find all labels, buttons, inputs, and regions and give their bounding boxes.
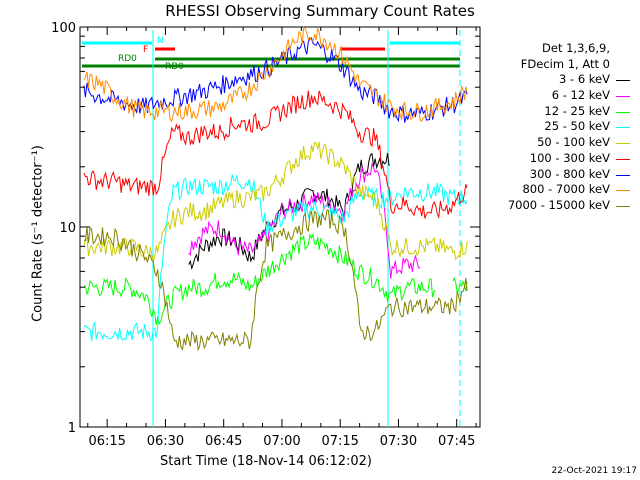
legend-label: 800 - 7000 keV [522,182,610,197]
flag-label: F [143,45,148,55]
legend: Det 1,3,6,9, FDecim 1, Att 0 3 - 6 keV 6 … [472,41,632,214]
legend-entry: 3 - 6 keV [472,72,632,88]
legend-items: 3 - 6 keV 6 - 12 keV 12 - 25 keV 25 - 50 ke… [472,72,632,213]
timestamp: 22-Oct-2021 19:17 [551,466,637,476]
legend-swatch [616,127,630,129]
flag-labels: NF RD0 RD0 [118,36,184,72]
legend-swatch [616,143,630,145]
chart-title: RHESSI Observing Summary Count Rates [165,2,475,20]
y-tick-label: 100 [51,21,76,36]
legend-entry: 300 - 800 keV [472,167,632,183]
series-lines [83,26,468,352]
legend-label: 12 - 25 keV [544,103,610,118]
x-tick-label: 07:45 [438,434,475,449]
series-line [83,90,468,220]
flag-label: N [157,36,164,46]
legend-swatch [616,174,630,176]
x-tick-label: 06:15 [88,434,125,449]
legend-swatch [616,111,630,113]
legend-entry: 50 - 100 keV [472,135,632,151]
legend-swatch [616,205,630,207]
series-line [83,174,468,342]
x-tick-label: 06:30 [147,434,184,449]
series-line [83,141,468,264]
x-tick-label: 07:00 [263,434,300,449]
flag-label: RD0 [118,54,137,64]
legend-label: 50 - 100 keV [537,135,610,150]
legend-swatch [616,80,630,82]
x-tick-label: 07:30 [380,434,417,449]
legend-entry: 25 - 50 keV [472,119,632,135]
legend-entry: 800 - 7000 keV [472,182,632,198]
legend-label: 300 - 800 keV [529,166,610,181]
legend-entry: 6 - 12 keV [472,88,632,104]
legend-label: 3 - 6 keV [559,72,610,87]
legend-entry: 12 - 25 keV [472,104,632,120]
legend-label: 25 - 50 keV [544,119,610,134]
legend-entry: 100 - 300 keV [472,151,632,167]
x-tick-label: 06:45 [205,434,242,449]
y-axis-label: Count Rate (s⁻¹ detector⁻¹) [30,145,46,322]
legend-label: 100 - 300 keV [529,150,610,165]
series-line [83,209,468,352]
legend-swatch [616,96,630,98]
legend-swatch [616,158,630,160]
series-line [83,232,436,326]
legend-header-1: Det 1,3,6,9, [542,41,610,55]
y-tick-label: 10 [59,221,76,236]
axes: 06:15 06:30 06:45 07:00 07:15 07:30 07:45 1 10 10… [51,21,480,449]
legend-label: 6 - 12 keV [551,88,610,103]
legend-swatch [616,190,630,192]
plot-frame [79,26,481,428]
legend-entry: 7000 - 15000 keV [472,198,632,214]
flag-label: RD0 [165,62,184,72]
x-axis-label: Start Time (18-Nov-14 06:12:02) [160,454,372,469]
series-line [83,26,468,123]
y-tick-label: 1 [68,421,76,436]
series-line [188,162,421,279]
series-line [452,277,468,295]
legend-label: 7000 - 15000 keV [507,197,610,212]
legend-header-2: FDecim 1, Att 0 [520,56,610,71]
x-tick-label: 07:15 [321,434,358,449]
